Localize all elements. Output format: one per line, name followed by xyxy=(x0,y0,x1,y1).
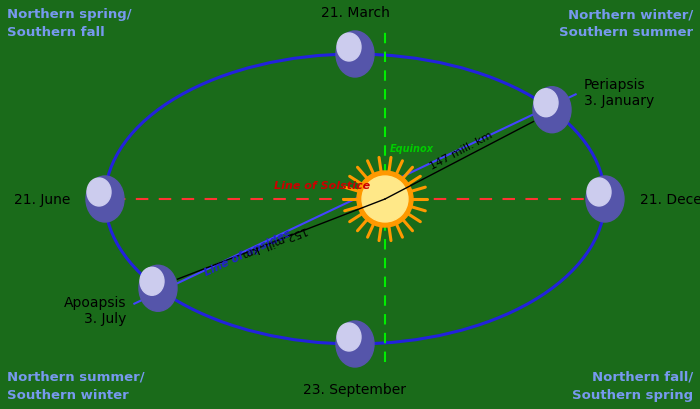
Text: 21. June: 21. June xyxy=(13,193,70,207)
Text: Periapsis
3. January: Periapsis 3. January xyxy=(584,77,654,108)
Ellipse shape xyxy=(337,323,361,351)
Text: 23. September: 23. September xyxy=(304,382,407,396)
Ellipse shape xyxy=(336,321,374,367)
Ellipse shape xyxy=(139,265,177,312)
Ellipse shape xyxy=(587,179,611,207)
Text: Equinox: Equinox xyxy=(390,144,434,154)
Text: Northern spring/
Southern fall: Northern spring/ Southern fall xyxy=(7,8,132,39)
Ellipse shape xyxy=(533,88,571,133)
Ellipse shape xyxy=(336,32,374,78)
Ellipse shape xyxy=(534,90,558,117)
Circle shape xyxy=(357,172,413,227)
Text: Northern fall/
Southern spring: Northern fall/ Southern spring xyxy=(572,370,693,401)
Text: Apoapsis
3. July: Apoapsis 3. July xyxy=(64,295,126,326)
Ellipse shape xyxy=(337,34,361,62)
Ellipse shape xyxy=(86,177,124,222)
Text: 21. December: 21. December xyxy=(640,193,700,207)
Text: Line of Solstice: Line of Solstice xyxy=(274,180,370,191)
Text: 21. March: 21. March xyxy=(321,6,389,20)
Ellipse shape xyxy=(87,179,111,207)
Circle shape xyxy=(362,177,408,222)
Text: 147 mill. km: 147 mill. km xyxy=(428,130,494,171)
Text: Northern winter/
Southern summer: Northern winter/ Southern summer xyxy=(559,8,693,39)
Ellipse shape xyxy=(140,267,164,296)
Text: Line of apsides: Line of apsides xyxy=(202,227,293,277)
Ellipse shape xyxy=(586,177,624,222)
Text: 152 mill. km: 152 mill. km xyxy=(240,223,309,258)
Text: Northern summer/
Southern winter: Northern summer/ Southern winter xyxy=(7,370,145,401)
